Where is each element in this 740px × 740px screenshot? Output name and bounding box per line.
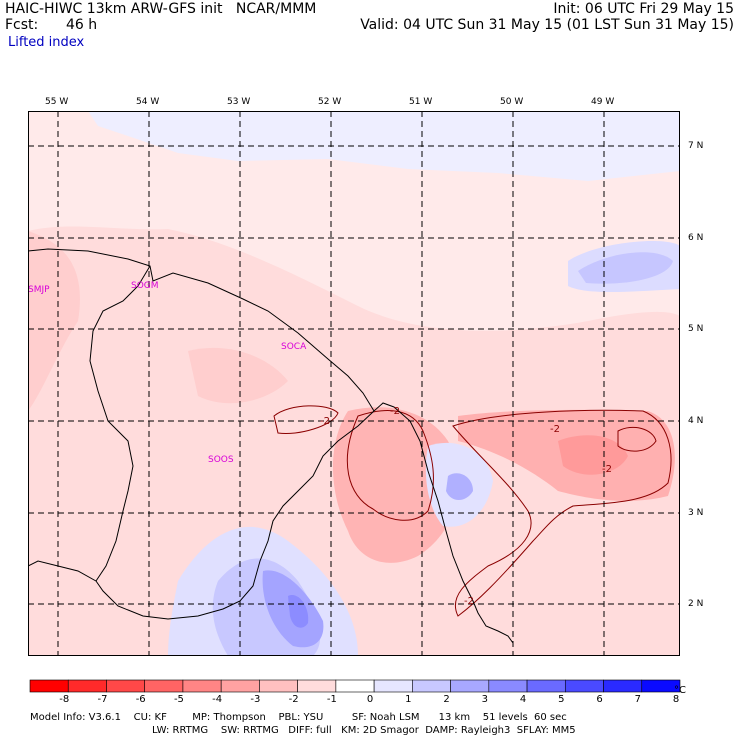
station-markers: SMJP SOGM SOCA SOOS — [28, 281, 307, 465]
stable-core-mid — [446, 473, 473, 500]
color-scale-box — [220, 679, 260, 693]
color-scale-tick-label: -6 — [136, 694, 146, 702]
stable-core-northeast — [578, 252, 673, 284]
color-scale-tick-label: -7 — [97, 694, 107, 702]
color-scale-box — [106, 679, 146, 693]
lat-label-6n: 6 N — [688, 233, 704, 243]
border-french-guiana-brazil — [95, 410, 375, 620]
lon-label-52w: 52 W — [318, 97, 342, 107]
lon-label-51w: 51 W — [409, 97, 433, 107]
lat-label-7n: 7 N — [688, 141, 704, 151]
contour-value-labels: -2 -2 -2 -2 -2 — [320, 406, 612, 607]
unstable-region-coast — [333, 407, 458, 563]
station-sogm: SOGM — [131, 281, 159, 291]
lat-label-3n: 3 N — [688, 508, 704, 518]
color-scale-box — [259, 679, 298, 693]
color-scale-box — [603, 679, 643, 693]
color-scale-boxes — [29, 679, 681, 693]
contour-east — [452, 409, 672, 617]
lat-label-4n: 4 N — [688, 416, 704, 426]
lon-label-55w: 55 W — [45, 97, 69, 107]
model-info-line2: LW: RRTMG SW: RRTMG DIFF: full KM: 2D Sm… — [152, 725, 576, 736]
color-scale-box — [488, 679, 528, 693]
unstable-region-central — [188, 347, 288, 404]
coastline-and-borders — [28, 248, 514, 644]
lat-label-2n: 2 N — [688, 599, 704, 609]
lat-label-5n: 5 N — [688, 324, 704, 334]
station-soos: SOOS — [208, 455, 234, 465]
color-scale-tick-label: -1 — [327, 694, 337, 702]
lon-label-54w: 54 W — [136, 97, 160, 107]
color-scale-box — [526, 679, 566, 693]
color-scale-box — [144, 679, 184, 693]
model-info-line1: Model Info: V3.6.1 CU: KF MP: Thompson P… — [30, 712, 567, 723]
map-frame — [28, 111, 680, 656]
init-time: Init: 06 UTC Fri 29 May 15 — [553, 1, 734, 17]
field-name: Lifted index — [8, 35, 85, 50]
color-scale-box — [641, 679, 681, 693]
color-scale-box — [373, 679, 413, 693]
color-scale-box — [297, 679, 337, 693]
forecast-hour: 46 h — [66, 17, 98, 33]
station-smjp: SMJP — [28, 285, 50, 295]
color-scale: -8 -7 -6 -5 -4 -3 -2 -1 0 1 2 3 4 5 6 7 8 °C — [29, 679, 686, 702]
color-scale-tick-label: -5 — [174, 694, 184, 702]
lifted-index-map: SMJP SOGM SOCA SOOS -2 -2 -2 -2 -2 — [28, 111, 680, 656]
color-scale-tick-label: -3 — [250, 694, 260, 702]
color-scale-box — [335, 679, 375, 693]
lon-label-49w: 49 W — [591, 97, 615, 107]
color-scale-tick-label: 6 — [596, 694, 602, 702]
color-scale-tick-label: 4 — [520, 694, 526, 702]
lon-label-53w: 53 W — [227, 97, 251, 107]
stable-peak-south — [288, 595, 309, 628]
forecast-label: Fcst: — [5, 17, 39, 33]
contour-coast — [346, 410, 434, 521]
contour-central — [273, 405, 339, 435]
unstable-region-west — [28, 231, 80, 411]
color-scale-tick-label: 0 — [367, 694, 373, 702]
station-soca: SOCA — [281, 342, 307, 352]
contour-label: -2 — [390, 406, 400, 417]
coastline — [28, 248, 514, 644]
color-scale-ticks: -8 -7 -6 -5 -4 -3 -2 -1 0 1 2 3 4 5 6 7 8 — [59, 694, 679, 702]
lon-label-50w: 50 W — [500, 97, 524, 107]
color-scale-box — [67, 679, 107, 693]
map-title: HAIC-HIWC 13km ARW-GFS init NCAR/MMM — [5, 1, 317, 17]
color-scale-box — [412, 679, 451, 693]
color-scale-unit: °C — [674, 685, 686, 696]
contour-label: -2 — [602, 464, 612, 475]
color-scale-box — [182, 679, 222, 693]
valid-time: Valid: 04 UTC Sun 31 May 15 (01 LST Sun … — [360, 17, 734, 33]
lifted-index-contours — [273, 405, 672, 617]
color-scale-tick-label: 1 — [405, 694, 411, 702]
color-scale-box — [450, 679, 490, 693]
contour-east-inner — [617, 426, 657, 452]
unstable-core-east — [558, 435, 628, 475]
color-scale-tick-label: -2 — [289, 694, 299, 702]
color-scale-box — [564, 679, 604, 693]
border-suriname-guyana — [28, 265, 151, 582]
color-scale-tick-label: 7 — [635, 694, 641, 702]
color-scale-box — [29, 679, 69, 693]
contour-label: -2 — [464, 596, 474, 607]
contour-label: -2 — [550, 424, 560, 435]
color-scale-tick-label: 2 — [443, 694, 449, 702]
color-scale-tick-label: -4 — [212, 694, 222, 702]
color-scale-tick-label: 3 — [482, 694, 488, 702]
graticule — [28, 111, 680, 656]
color-scale-tick-label: 5 — [558, 694, 564, 702]
contour-label: -2 — [320, 416, 330, 427]
color-scale-tick-label: 8 — [673, 694, 679, 702]
color-scale-tick-label: -8 — [59, 694, 69, 702]
